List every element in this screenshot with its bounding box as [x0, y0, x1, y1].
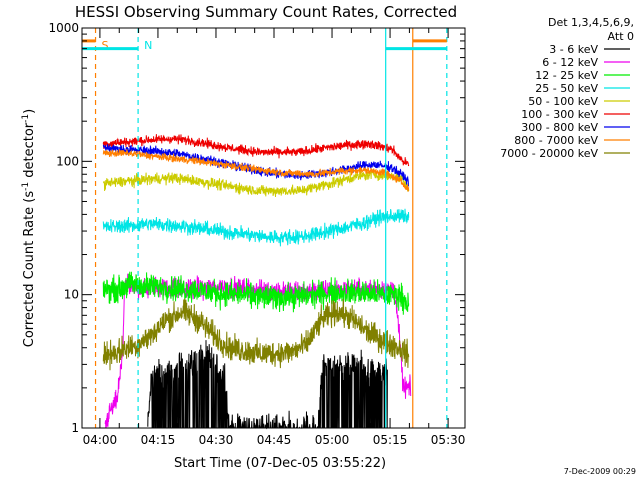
event-marker-label-1: N: [144, 39, 152, 52]
footer-timestamp: 7-Dec-2009 00:29: [564, 467, 636, 476]
legend-label-5: 100 - 300 keV: [521, 108, 598, 121]
y-axis-label: Corrected Count Rate (s-1 detector-1): [21, 109, 37, 347]
y-tick-label: 1: [71, 421, 79, 435]
y-axis-label-sup1: -1: [21, 182, 31, 191]
legend-label-3: 25 - 50 keV: [535, 82, 598, 95]
legend-label-6: 300 - 800 keV: [521, 121, 598, 134]
x-tick-label: 04:00: [83, 433, 118, 447]
x-tick-label: 05:00: [315, 433, 350, 447]
y-axis-label-main: Corrected Count Rate (s: [22, 191, 37, 348]
y-tick-label: 100: [56, 154, 79, 168]
x-axis-label: Start Time (07-Dec-05 03:55:22): [174, 456, 386, 471]
event-marker-label-0: S: [102, 39, 109, 52]
y-axis-label-mid: detector: [22, 122, 37, 182]
legend-label-8: 7000 - 20000 keV: [500, 147, 598, 160]
legend-label-4: 50 - 100 keV: [528, 95, 598, 108]
y-tick-label: 1000: [48, 21, 79, 35]
series-line-8: [102, 298, 410, 371]
legend-label-0: 3 - 6 keV: [549, 43, 598, 56]
series-line-4: [103, 168, 410, 198]
series-line-2: [102, 271, 410, 315]
legend-header-detectors: Det 1,3,4,5,6,9,: [548, 16, 634, 29]
x-tick-label: 04:30: [199, 433, 234, 447]
y-axis-label-end: ): [22, 109, 37, 114]
series-line-6: [102, 144, 410, 187]
y-axis: 1 10 100 1000: [48, 21, 465, 435]
legend-label-7: 800 - 7000 keV: [514, 134, 598, 147]
series-line-3: [102, 208, 410, 247]
legend-label-1: 6 - 12 keV: [542, 56, 598, 69]
chart-title: HESSI Observing Summary Count Rates, Cor…: [75, 3, 457, 21]
plot-frame: [81, 27, 466, 429]
y-tick-label: 10: [64, 288, 79, 302]
y-axis-label-sup2: -1: [21, 114, 31, 123]
series-line-5: [102, 134, 410, 167]
x-tick-label: 05:30: [431, 433, 466, 447]
legend-header-attenuator: Att 0: [608, 30, 634, 43]
series-line-7: [102, 148, 410, 192]
x-tick-label: 04:15: [141, 433, 176, 447]
legend-label-2: 12 - 25 keV: [535, 69, 598, 82]
x-tick-label: 04:45: [257, 433, 292, 447]
x-axis: 04:00 04:15 04:30 04:45 05:00 05:15 05:30: [83, 28, 466, 447]
x-tick-label: 05:15: [373, 433, 408, 447]
